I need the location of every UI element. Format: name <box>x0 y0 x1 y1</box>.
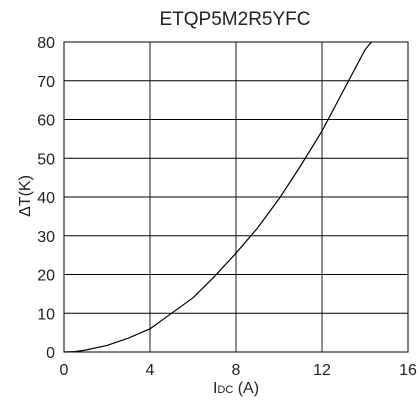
x-tick-labels: 0 4 8 12 16 <box>60 362 417 379</box>
x-axis-label-unit: (A) <box>233 380 259 397</box>
x-axis-label-main: I <box>213 380 217 397</box>
plot-frame <box>63 41 409 353</box>
series-layer <box>63 41 372 353</box>
y-tick-label: 0 <box>46 345 55 362</box>
x-tick-label: 4 <box>146 362 155 379</box>
y-tick-label: 80 <box>37 35 55 52</box>
y-axis-label: ΔT(K) <box>17 175 34 217</box>
x-axis-label-subscript: DC <box>217 384 233 396</box>
x-axis-label: IDC (A) <box>213 380 259 397</box>
x-tick-label: 8 <box>232 362 241 379</box>
chart-title: ETQP5M2R5YFC <box>160 9 311 30</box>
y-tick-label: 30 <box>37 229 55 246</box>
x-tick-label: 12 <box>313 362 331 379</box>
y-tick-label: 60 <box>37 113 55 130</box>
x-tick-label: 0 <box>60 362 69 379</box>
y-tick-labels: 0 10 20 30 40 50 60 70 80 <box>37 35 55 362</box>
y-tick-label: 70 <box>37 74 55 91</box>
y-tick-label: 20 <box>37 268 55 285</box>
x-tick-label: 16 <box>399 362 417 379</box>
grid-layer <box>64 42 408 352</box>
y-tick-label: 10 <box>37 306 55 323</box>
y-tick-label: 40 <box>37 190 55 207</box>
y-tick-label: 50 <box>37 151 55 168</box>
series-line-0 <box>63 41 372 353</box>
